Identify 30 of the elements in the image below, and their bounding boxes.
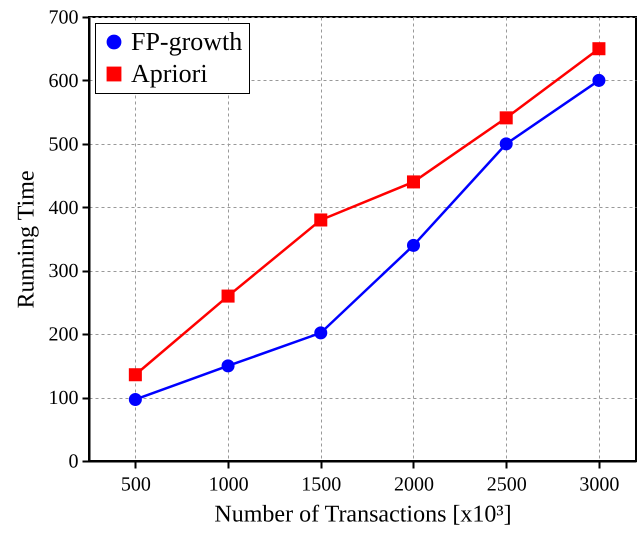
y-tick-label: 400 — [48, 196, 78, 219]
y-tick-label: 100 — [48, 387, 78, 410]
x-tick-label: 2500 — [486, 474, 527, 496]
point — [500, 111, 513, 124]
point — [314, 326, 328, 340]
legend-label: FP-growth — [131, 27, 242, 56]
point — [592, 42, 606, 56]
x-tick-label: 500 — [120, 474, 151, 496]
x-tick-label: 3000 — [579, 474, 620, 496]
point — [314, 213, 328, 226]
x-axis-title: Number of Transactions [x10³] — [214, 502, 512, 528]
x-tick-label: 1500 — [301, 474, 342, 496]
y-tick-label: 0 — [68, 450, 78, 472]
y-tick-label: 200 — [48, 324, 78, 346]
point — [406, 175, 420, 188]
point — [592, 74, 606, 87]
x-tick-label: 1000 — [208, 474, 249, 496]
y-tick-label: 500 — [48, 133, 78, 156]
point — [128, 392, 142, 406]
y-tick-label: 700 — [48, 6, 78, 28]
point — [406, 238, 420, 252]
y-axis-title: Running Time — [14, 170, 40, 309]
x-tick-label: 2000 — [394, 474, 434, 496]
y-tick-label: 600 — [48, 70, 78, 92]
y-tick-label: 300 — [48, 260, 78, 282]
legend-label: Apriori — [131, 59, 208, 88]
point — [222, 290, 235, 303]
point — [500, 137, 513, 150]
point — [128, 368, 142, 382]
point — [222, 359, 235, 372]
